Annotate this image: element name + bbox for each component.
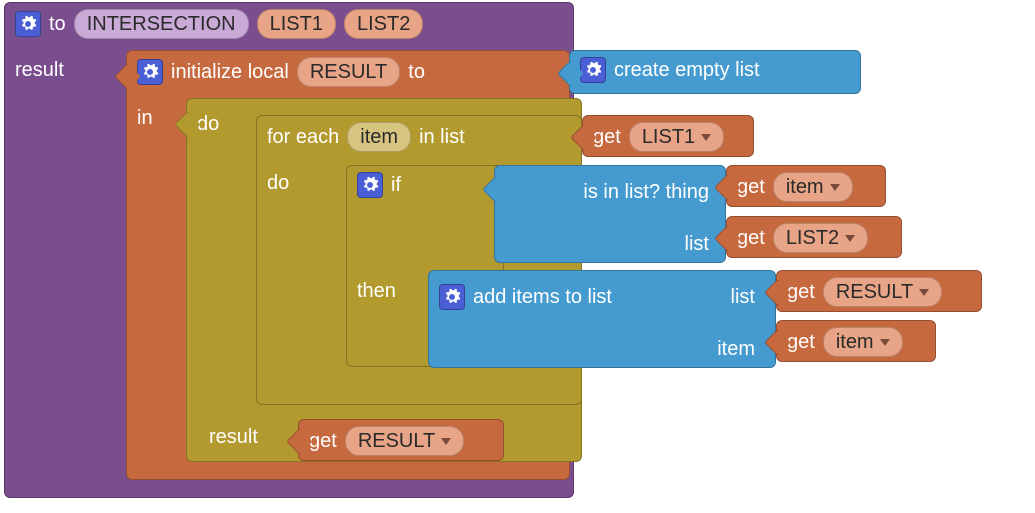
additems-item-label: item bbox=[717, 338, 755, 361]
create-empty-list-block[interactable]: create empty list bbox=[569, 50, 861, 94]
get-list1-pill[interactable]: LIST1 bbox=[629, 122, 724, 152]
proc-result-label: result bbox=[15, 59, 64, 82]
empty-list-label: create empty list bbox=[614, 59, 760, 82]
init-label2: to bbox=[408, 61, 425, 84]
gear-icon[interactable] bbox=[439, 284, 465, 310]
get-list1-block[interactable]: get LIST1 bbox=[582, 115, 754, 157]
get-item-text: item bbox=[786, 175, 824, 199]
block-canvas: to INTERSECTION LIST1 LIST2 result initi… bbox=[0, 0, 1035, 513]
get-list2-block[interactable]: get LIST2 bbox=[726, 216, 902, 258]
init-result-label: result bbox=[209, 426, 258, 449]
get-item-pill[interactable]: item bbox=[773, 172, 853, 202]
get-result-block[interactable]: get RESULT bbox=[776, 270, 982, 312]
init-var[interactable]: RESULT bbox=[297, 57, 400, 87]
dropdown-caret-icon bbox=[880, 339, 890, 346]
get-list2-text: LIST2 bbox=[786, 226, 839, 250]
proc-arg2[interactable]: LIST2 bbox=[344, 9, 423, 39]
get-label: get bbox=[787, 331, 815, 354]
gear-icon[interactable] bbox=[357, 172, 383, 198]
get-label: get bbox=[593, 126, 621, 149]
get-label: get bbox=[737, 227, 765, 250]
dropdown-caret-icon bbox=[845, 235, 855, 242]
foreach-label2: in list bbox=[419, 126, 465, 149]
gear-icon[interactable] bbox=[15, 11, 41, 37]
if-label: if bbox=[391, 174, 401, 197]
proc-name[interactable]: INTERSECTION bbox=[74, 9, 249, 39]
get-result-final-pill[interactable]: RESULT bbox=[345, 426, 464, 456]
foreach-label1: for each bbox=[267, 126, 339, 149]
get-result-final-block[interactable]: get RESULT bbox=[298, 419, 504, 461]
additems-list-label: list bbox=[731, 286, 765, 309]
is-in-list-block[interactable]: is in list? thing list bbox=[494, 165, 726, 263]
isinlist-list-label: list bbox=[685, 233, 709, 256]
get-result-pill[interactable]: RESULT bbox=[823, 277, 942, 307]
additems-label: add items to list bbox=[473, 286, 612, 309]
isinlist-thing-label: is in list? thing bbox=[583, 181, 709, 204]
get-item2-pill[interactable]: item bbox=[823, 327, 903, 357]
in-label: in bbox=[137, 107, 153, 130]
proc-arg1[interactable]: LIST1 bbox=[257, 9, 336, 39]
add-items-block[interactable]: add items to list list item bbox=[428, 270, 776, 368]
get-list1-text: LIST1 bbox=[642, 125, 695, 149]
foreach-do-label: do bbox=[267, 172, 289, 195]
get-label: get bbox=[309, 430, 337, 453]
dropdown-caret-icon bbox=[830, 184, 840, 191]
get-label: get bbox=[737, 176, 765, 199]
foreach-var[interactable]: item bbox=[347, 122, 411, 152]
dropdown-caret-icon bbox=[441, 438, 451, 445]
gear-icon[interactable] bbox=[580, 57, 606, 83]
get-item-block[interactable]: get item bbox=[726, 165, 886, 207]
dropdown-caret-icon bbox=[701, 134, 711, 141]
then-label: then bbox=[357, 280, 396, 303]
get-item2-text: item bbox=[836, 330, 874, 354]
dropdown-caret-icon bbox=[919, 289, 929, 296]
gear-icon[interactable] bbox=[137, 59, 163, 85]
init-label1: initialize local bbox=[171, 61, 289, 84]
do-label: do bbox=[197, 113, 219, 136]
get-result-text: RESULT bbox=[836, 280, 913, 304]
get-label: get bbox=[787, 281, 815, 304]
to-label: to bbox=[49, 13, 66, 36]
get-result-final-text: RESULT bbox=[358, 429, 435, 453]
get-item2-block[interactable]: get item bbox=[776, 320, 936, 362]
get-list2-pill[interactable]: LIST2 bbox=[773, 223, 868, 253]
